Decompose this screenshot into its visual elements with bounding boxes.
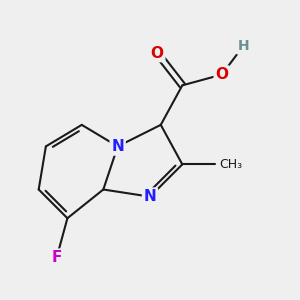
Text: O: O bbox=[215, 67, 228, 82]
Text: F: F bbox=[52, 250, 62, 265]
Text: N: N bbox=[111, 139, 124, 154]
Text: H: H bbox=[238, 39, 249, 53]
Text: CH₃: CH₃ bbox=[219, 158, 242, 171]
Text: O: O bbox=[151, 46, 164, 61]
Text: N: N bbox=[144, 189, 156, 204]
